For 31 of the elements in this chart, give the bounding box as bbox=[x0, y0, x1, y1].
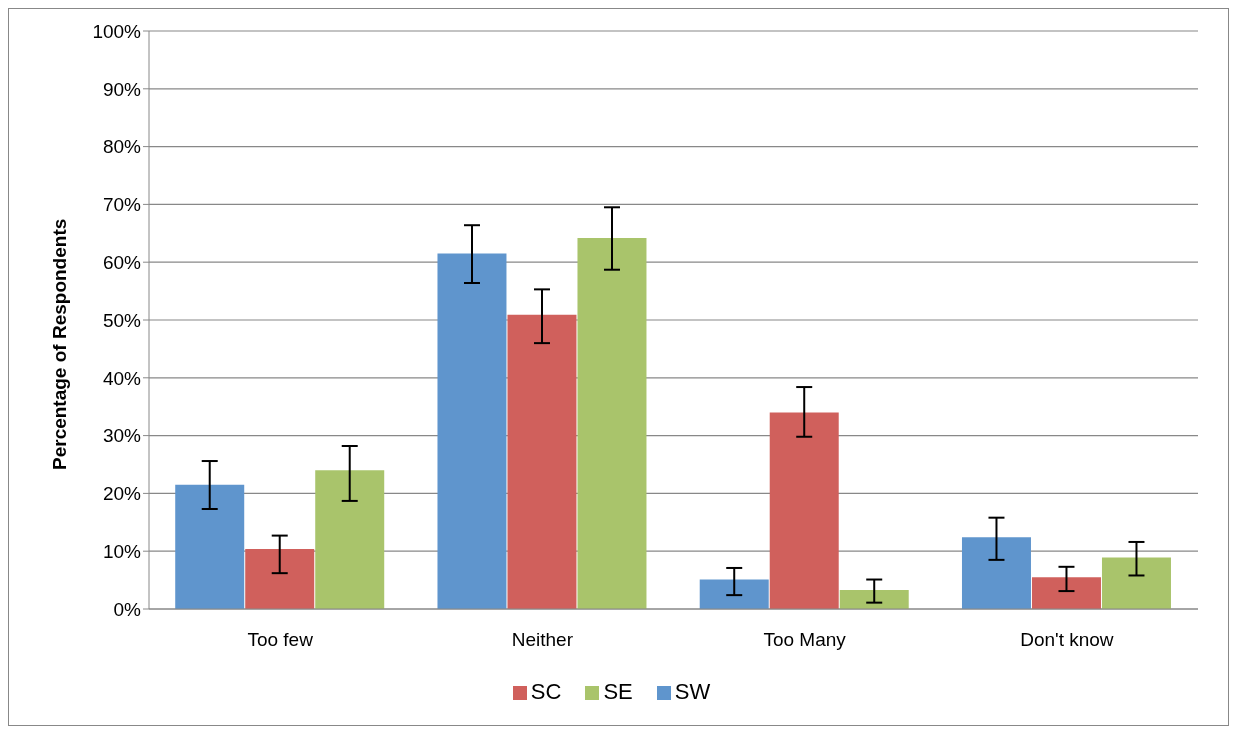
bar bbox=[577, 237, 647, 609]
x-tick-label: Don't know bbox=[1020, 629, 1114, 651]
bar bbox=[437, 253, 507, 609]
y-tick-label: 0% bbox=[113, 598, 142, 620]
y-tick-label: 50% bbox=[102, 309, 142, 331]
bar bbox=[961, 537, 1031, 609]
bar bbox=[769, 412, 839, 609]
y-tick-label: 20% bbox=[102, 483, 142, 505]
legend-label: SC bbox=[530, 679, 562, 704]
y-tick-label: 90% bbox=[102, 78, 142, 100]
legend-label: SW bbox=[674, 679, 711, 704]
y-tick-label: 70% bbox=[102, 194, 142, 216]
y-tick-label: 10% bbox=[102, 540, 142, 562]
x-tick-label: Too Many bbox=[763, 629, 847, 651]
x-tick-label: Too few bbox=[247, 629, 314, 651]
bar bbox=[175, 484, 245, 609]
bar bbox=[1101, 557, 1171, 609]
bar bbox=[245, 548, 315, 609]
legend-label: SE bbox=[603, 679, 633, 704]
bar bbox=[507, 314, 577, 609]
y-tick-label: 100% bbox=[92, 20, 142, 42]
y-tick-label: 80% bbox=[102, 136, 142, 158]
bar bbox=[1031, 577, 1101, 609]
bar bbox=[315, 470, 385, 609]
bar bbox=[699, 579, 769, 609]
x-tick-label: Neither bbox=[511, 629, 574, 651]
y-tick-label: 60% bbox=[102, 251, 142, 273]
y-axis-title: Percentage of Respondents bbox=[48, 218, 70, 470]
y-tick-label: 30% bbox=[102, 425, 142, 447]
y-tick-label: 40% bbox=[102, 367, 142, 389]
bar bbox=[839, 589, 909, 609]
